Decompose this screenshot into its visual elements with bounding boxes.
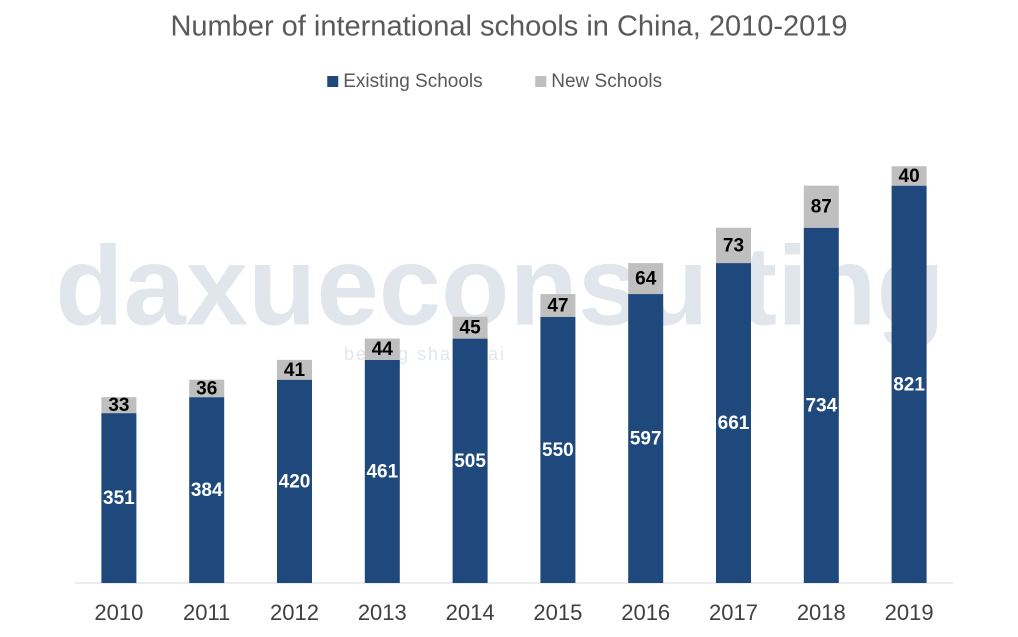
bar-segment	[540, 294, 576, 317]
bar-segment	[540, 316, 576, 583]
bar-segment	[716, 263, 751, 583]
bar-segment	[803, 185, 839, 228]
data-label: 47	[547, 295, 568, 316]
watermark: daxueconsulting	[55, 224, 945, 349]
bar-segment	[628, 263, 664, 295]
data-label: 36	[196, 378, 217, 399]
bar-segment	[189, 397, 225, 583]
bar-segment	[364, 359, 400, 583]
bar-segment	[101, 413, 137, 583]
x-tick-label: 2019	[885, 600, 934, 625]
x-tick-label: 2010	[94, 600, 143, 625]
bar-segment	[101, 397, 137, 414]
x-tick-label: 2014	[446, 600, 495, 625]
data-label: 41	[284, 360, 306, 381]
bar-segment	[452, 338, 488, 583]
data-label: 351	[103, 488, 135, 509]
x-tick-label: 2018	[797, 600, 846, 625]
data-label: 73	[723, 235, 744, 256]
data-label: 461	[366, 461, 398, 482]
data-label: 734	[805, 395, 837, 416]
data-label: 40	[899, 166, 920, 187]
legend-swatch	[327, 76, 339, 87]
x-tick-label: 2013	[358, 600, 407, 625]
legend-label: New Schools	[551, 71, 662, 92]
data-label: 420	[279, 471, 311, 492]
bar-segment	[277, 359, 312, 380]
x-tick-label: 2015	[533, 600, 582, 625]
data-label: 597	[630, 429, 662, 450]
x-tick-label: 2016	[621, 600, 670, 625]
data-label: 87	[811, 197, 832, 218]
data-label: 64	[635, 269, 657, 290]
bar-segment	[803, 227, 839, 583]
chart-title: Number of international schools in China…	[170, 11, 847, 43]
bar-segment	[452, 316, 488, 339]
bar-segment	[716, 227, 751, 264]
bar-segment	[891, 166, 927, 186]
data-label: 44	[372, 339, 394, 360]
data-label: 33	[108, 395, 129, 416]
bar-segment	[277, 379, 312, 583]
data-label: 821	[893, 374, 925, 395]
bar-segment	[891, 185, 927, 584]
legend-swatch	[535, 76, 547, 87]
bar-segment	[628, 294, 664, 583]
data-label: 45	[460, 318, 482, 339]
data-label: 505	[454, 451, 486, 472]
x-tick-label: 2012	[270, 600, 319, 625]
bar-segment	[364, 338, 400, 360]
x-tick-label: 2017	[709, 600, 758, 625]
bar-segment	[189, 379, 225, 398]
legend-label: Existing Schools	[343, 71, 482, 92]
data-label: 384	[191, 480, 223, 501]
x-tick-label: 2011	[183, 600, 230, 625]
data-label: 550	[542, 440, 574, 461]
data-label: 661	[718, 413, 750, 434]
